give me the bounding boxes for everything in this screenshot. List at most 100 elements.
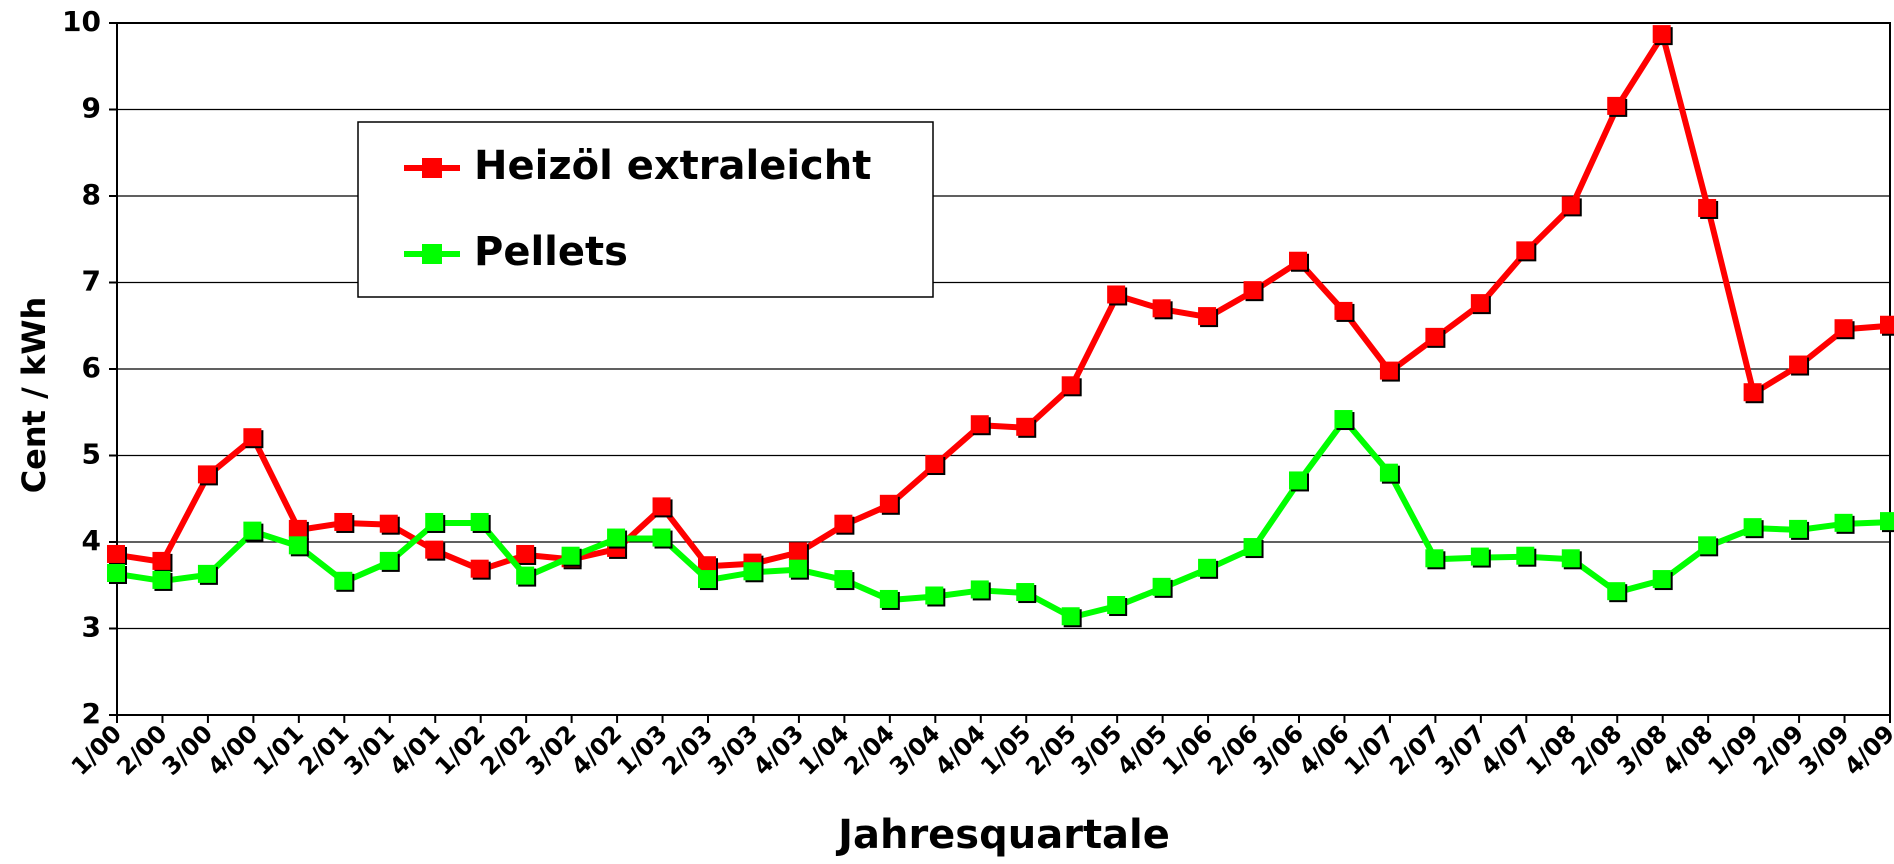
- x-tick-label: 4/07: [1475, 719, 1536, 780]
- x-tick-label: 4/02: [566, 719, 627, 780]
- x-tick-label: 2/09: [1748, 719, 1809, 780]
- marker: [1198, 558, 1217, 577]
- marker: [1561, 196, 1580, 215]
- x-tick-label: 3/00: [157, 719, 218, 780]
- marker: [1561, 549, 1580, 568]
- marker: [1516, 241, 1535, 260]
- marker: [1243, 538, 1262, 557]
- y-tick-label: 7: [82, 265, 101, 298]
- marker: [379, 551, 398, 570]
- x-tick-label: 3/05: [1066, 719, 1127, 780]
- marker: [1061, 607, 1080, 626]
- y-tick-label: 8: [82, 178, 101, 211]
- y-axis-title: Cent / kWh: [15, 297, 53, 494]
- marker: [1289, 251, 1307, 270]
- x-tick-label: 3/02: [520, 719, 581, 780]
- marker: [470, 512, 489, 531]
- marker: [334, 571, 353, 590]
- marker: [698, 556, 716, 575]
- marker: [1516, 546, 1535, 565]
- marker: [243, 521, 262, 540]
- x-tick-label: 1/02: [430, 719, 491, 780]
- marker: [1379, 463, 1398, 482]
- x-tick-label: 3/06: [1248, 719, 1309, 780]
- marker: [425, 540, 444, 559]
- marker: [834, 570, 853, 589]
- x-tick-label: 2/06: [1202, 719, 1263, 780]
- marker: [107, 544, 125, 563]
- marker: [1470, 294, 1489, 313]
- marker: [107, 564, 125, 583]
- y-tick-label: 6: [82, 351, 101, 384]
- x-tick-label: 3/09: [1793, 719, 1854, 780]
- marker: [1652, 570, 1671, 589]
- marker: [834, 514, 853, 533]
- marker: [1152, 299, 1171, 318]
- marker: [243, 428, 262, 447]
- marker: [1107, 285, 1126, 304]
- marker: [1289, 471, 1307, 490]
- marker: [788, 559, 807, 578]
- marker: [1379, 361, 1398, 380]
- marker: [1152, 577, 1171, 596]
- x-tick-label: 4/05: [1111, 719, 1172, 780]
- marker: [425, 512, 444, 531]
- x-tick-label: 2/05: [1021, 719, 1082, 780]
- x-tick-label: 1/01: [248, 719, 309, 780]
- y-tick-label: 3: [82, 611, 101, 644]
- marker: [1016, 583, 1035, 602]
- x-tick-label: 1/06: [1157, 719, 1218, 780]
- x-tick-label: 2/01: [293, 719, 354, 780]
- x-tick-label: 3/07: [1430, 719, 1491, 780]
- x-tick-label: 4/06: [1293, 719, 1354, 780]
- x-tick-label: 1/05: [975, 719, 1036, 780]
- marker: [197, 465, 216, 484]
- legend-marker: [422, 158, 442, 178]
- marker: [1789, 355, 1808, 374]
- marker: [516, 566, 535, 585]
- marker: [1698, 198, 1717, 217]
- marker: [1061, 376, 1080, 395]
- x-tick-label: 2/04: [839, 719, 900, 780]
- marker: [1834, 319, 1853, 338]
- x-tick-label: 2/08: [1566, 719, 1627, 780]
- marker: [1698, 536, 1717, 555]
- marker: [970, 415, 989, 434]
- marker: [788, 542, 807, 561]
- marker: [925, 586, 944, 605]
- x-tick-label: 2/03: [657, 719, 718, 780]
- y-tick-label: 5: [82, 438, 101, 471]
- plot-frame: [116, 22, 1891, 716]
- marker: [334, 512, 353, 531]
- marker: [698, 570, 716, 589]
- marker: [1834, 513, 1853, 532]
- marker: [925, 455, 944, 474]
- x-tick-label: 2/02: [475, 719, 536, 780]
- y-tick-label: 2: [82, 697, 101, 730]
- marker: [516, 544, 535, 563]
- x-tick-label: 3/03: [702, 719, 763, 780]
- marker: [379, 514, 398, 533]
- marker: [879, 494, 898, 513]
- x-axis-title: Jahresquartale: [835, 812, 1170, 858]
- marker: [1243, 281, 1262, 300]
- marker: [197, 564, 216, 583]
- legend-label: Heizöl extraleicht: [474, 143, 871, 189]
- series-line: [116, 417, 1891, 621]
- marker: [1425, 327, 1444, 346]
- legend-label: Pellets: [474, 229, 628, 275]
- marker: [1880, 315, 1894, 334]
- marker: [652, 497, 671, 516]
- x-tick-label: 1/03: [611, 719, 672, 780]
- x-tick-label: 4/00: [202, 719, 263, 780]
- x-tick-label: 2/00: [111, 719, 172, 780]
- x-tick-label: 4/03: [748, 719, 809, 780]
- y-tick-label: 4: [82, 524, 101, 557]
- marker: [152, 570, 171, 589]
- marker: [1198, 307, 1217, 326]
- marker: [1607, 96, 1626, 115]
- x-tick-label: 3/04: [884, 719, 945, 780]
- x-tick-label: 4/04: [930, 719, 991, 780]
- marker: [1789, 519, 1808, 538]
- marker: [152, 551, 171, 570]
